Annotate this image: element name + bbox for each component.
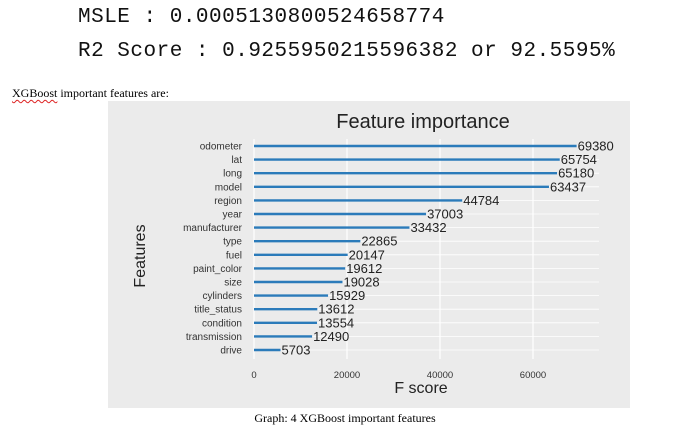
- value-label-title_status: 13612: [318, 302, 354, 317]
- value-label-lat: 65754: [561, 152, 597, 167]
- x-axis-label: F score: [394, 380, 447, 397]
- value-label-long: 65180: [558, 166, 594, 181]
- intro-text: XGBoost important features are:: [12, 86, 169, 101]
- category-label-type: type: [223, 237, 242, 248]
- category-label-manufacturer: manufacturer: [183, 223, 243, 234]
- x-tick-label: 20000: [334, 370, 360, 381]
- category-label-region: region: [214, 196, 242, 207]
- bars-layer: [254, 144, 577, 352]
- intro-text-xgboost: XGBoost: [12, 86, 58, 100]
- category-label-fuel: fuel: [226, 250, 242, 261]
- chart-title: Feature importance: [336, 111, 509, 133]
- value-label-region: 44784: [463, 193, 499, 208]
- category-labels: odometer 69380 lat 65754 long 65180 model 63437…: [183, 139, 614, 358]
- y-axis-label: Features: [132, 224, 149, 287]
- category-label-lat: lat: [231, 155, 242, 166]
- category-label-drive: drive: [220, 346, 242, 357]
- intro-text-rest: important features are:: [57, 86, 169, 100]
- x-tick-labels: 0 20000 40000 60000: [251, 370, 546, 381]
- value-label-type: 22865: [361, 234, 397, 249]
- value-label-fuel: 20147: [349, 247, 385, 262]
- value-label-size: 19028: [343, 275, 379, 290]
- value-label-condition: 13554: [318, 315, 354, 330]
- value-label-odometer: 69380: [578, 139, 614, 154]
- category-label-transmission: transmission: [186, 332, 242, 343]
- feature-importance-chart: Feature importance odometer 69380 lat 65754…: [108, 101, 630, 408]
- category-label-cylinders: cylinders: [203, 291, 242, 302]
- category-label-model: model: [215, 182, 242, 193]
- chart-svg: Feature importance odometer 69380 lat 65754…: [132, 111, 614, 397]
- value-label-manufacturer: 33432: [410, 220, 446, 235]
- value-label-paint_color: 19612: [346, 261, 382, 276]
- value-label-transmission: 12490: [313, 329, 349, 344]
- r2-score-metric: R2 Score : 0.9255950215596382 or 92.5595…: [78, 40, 616, 63]
- category-label-long: long: [223, 169, 242, 180]
- value-label-drive: 5703: [282, 343, 311, 358]
- category-label-size: size: [224, 278, 242, 289]
- category-label-paint_color: paint_color: [193, 264, 243, 275]
- x-tick-label: 0: [251, 370, 256, 381]
- category-label-title_status: title_status: [194, 305, 242, 316]
- x-tick-label: 40000: [427, 370, 453, 381]
- value-label-model: 63437: [550, 179, 586, 194]
- category-label-condition: condition: [202, 318, 242, 329]
- category-label-year: year: [223, 210, 243, 221]
- value-label-cylinders: 15929: [329, 288, 365, 303]
- msle-metric: MSLE : 0.0005130800524658774: [78, 6, 445, 29]
- x-tick-label: 60000: [520, 370, 546, 381]
- category-label-odometer: odometer: [200, 142, 243, 153]
- figure-caption: Graph: 4 XGBoost important features: [254, 411, 436, 425]
- value-label-year: 37003: [427, 207, 463, 222]
